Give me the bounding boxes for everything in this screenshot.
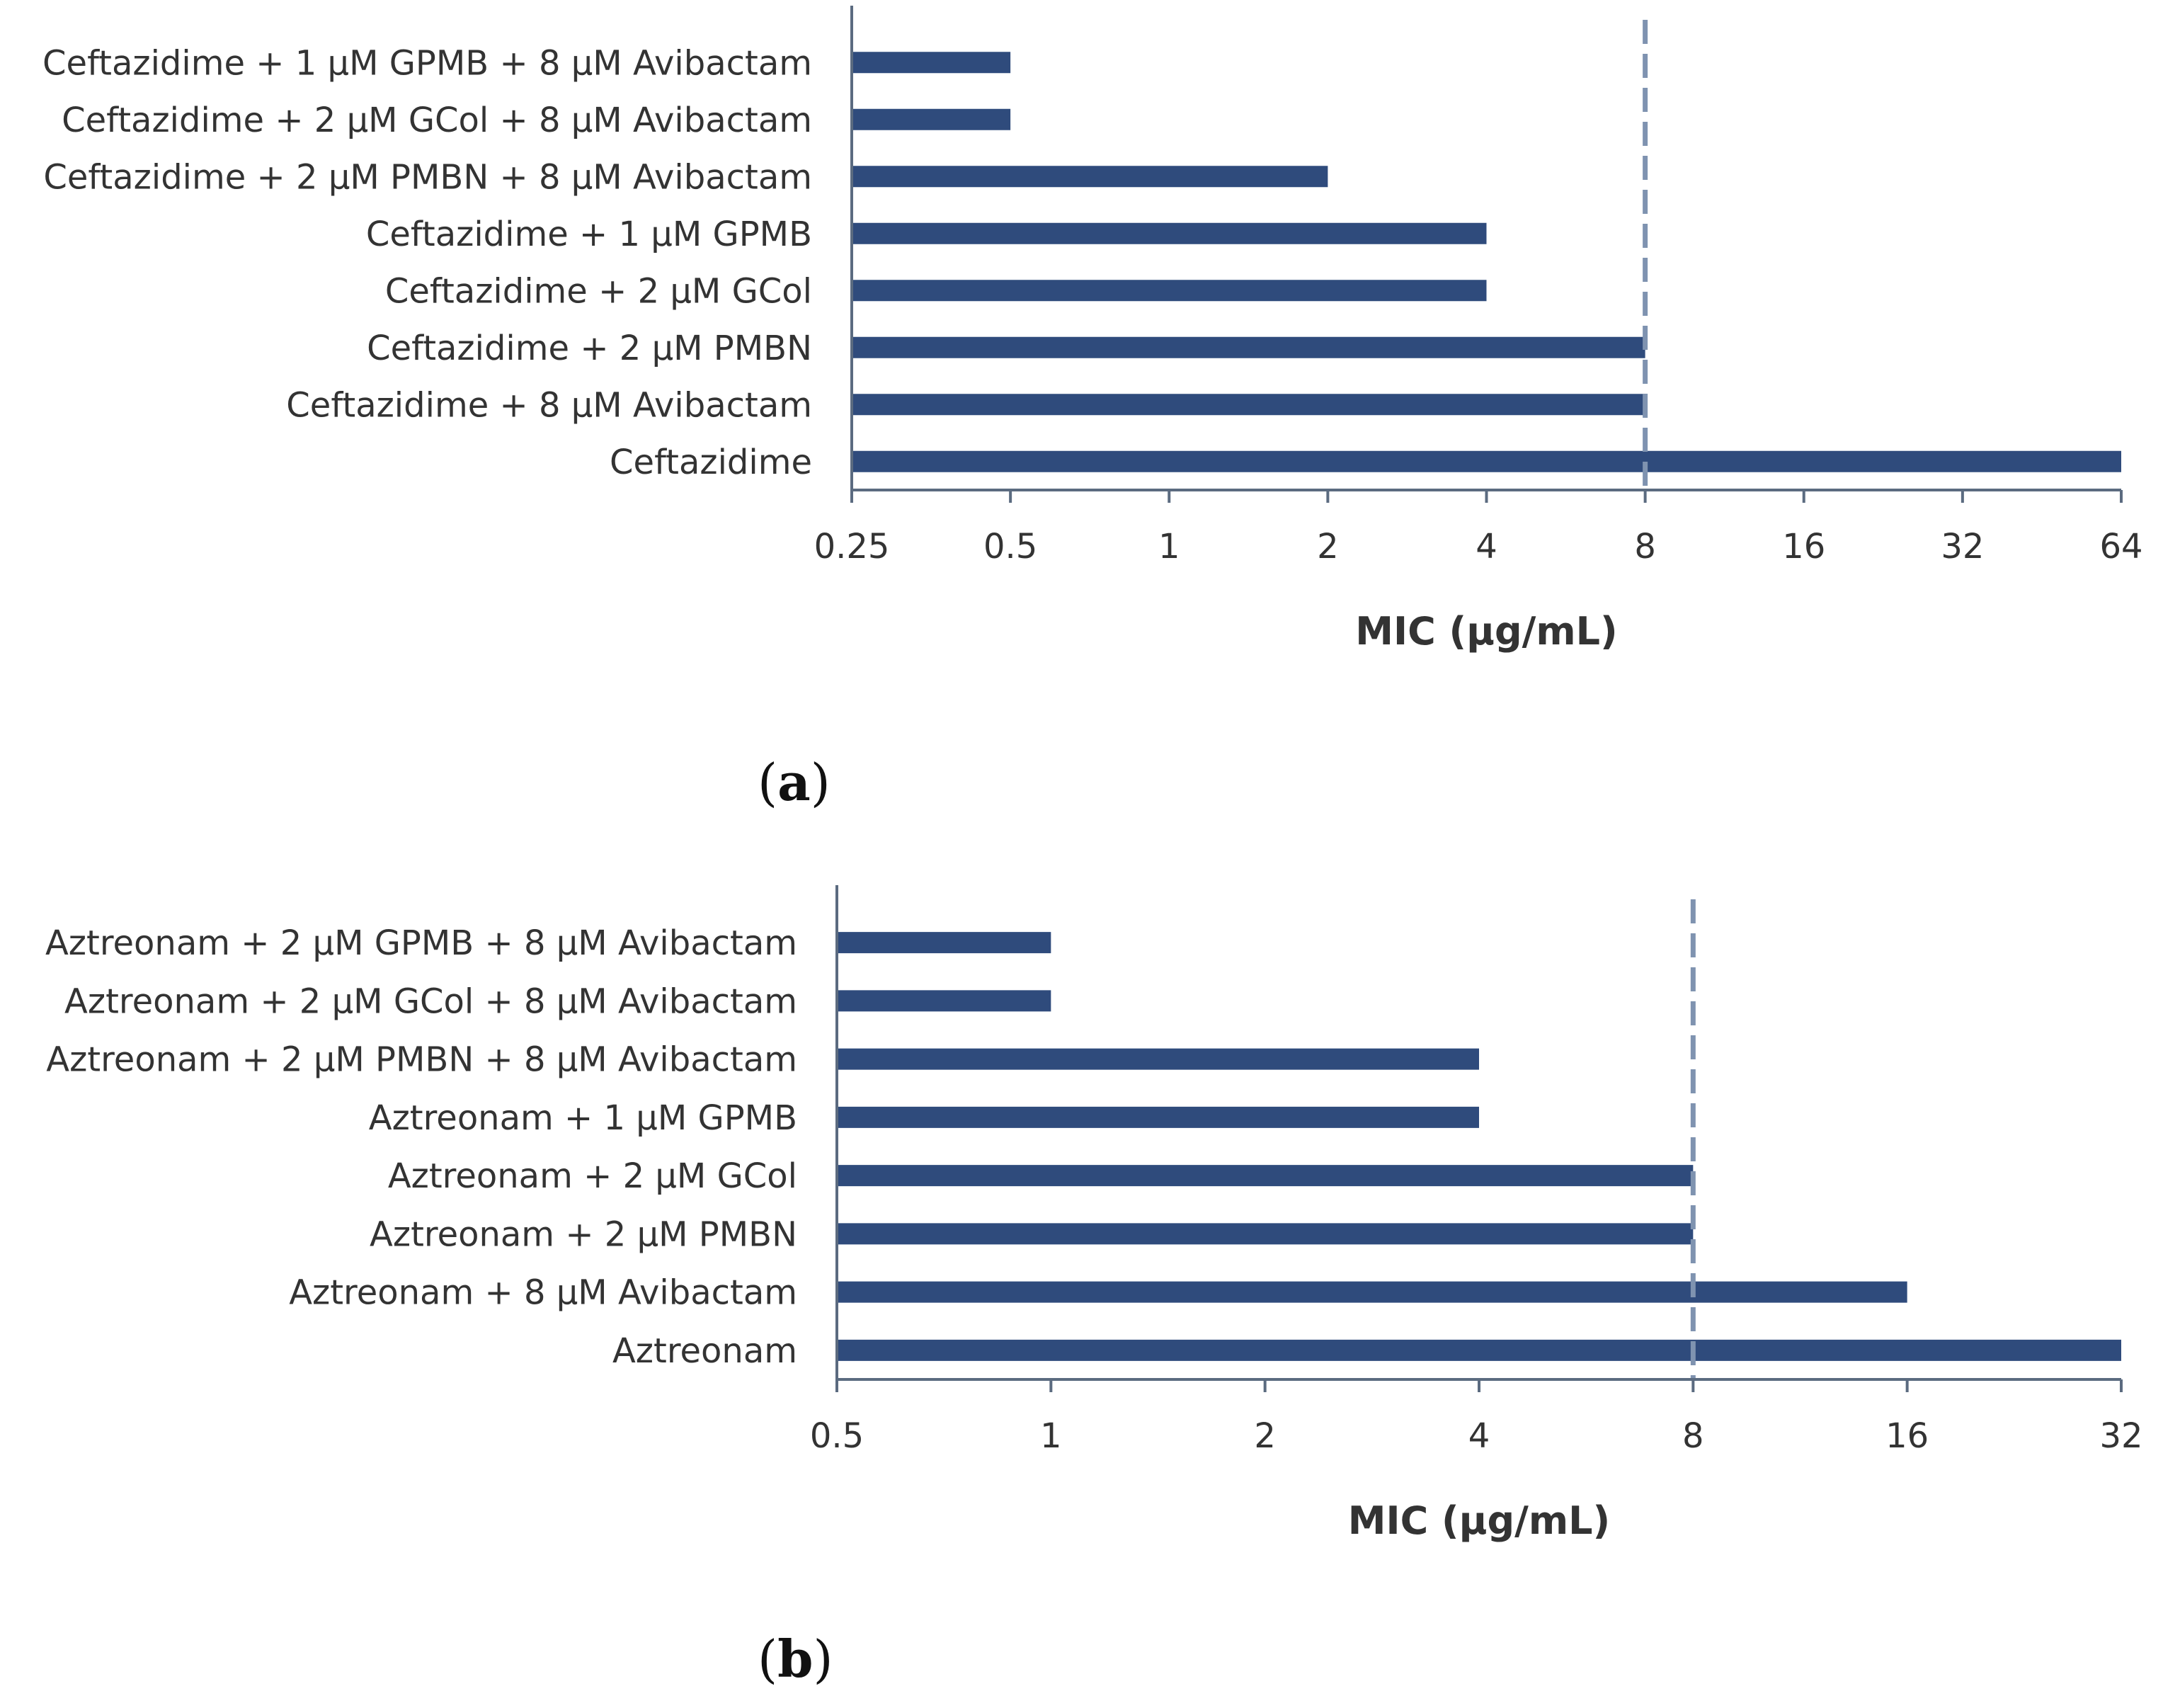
bar-7 [837,1281,1907,1303]
bar-8 [852,450,2121,472]
category-label-1: Aztreonam + 2 µM GPMB + 8 µM Avibactam [45,923,797,963]
category-label-5: Aztreonam + 2 µM GCol [388,1156,797,1196]
bar-5 [837,1165,1694,1187]
panel-label-a: (a) [758,752,831,812]
bar-2 [852,108,1011,130]
bar-3 [837,1048,1479,1070]
x-axis-title: MIC (µg/mL) [1355,609,1617,654]
chart-b-plot: Aztreonam + 2 µM GPMB + 8 µM Avibactam Az… [45,885,2143,1543]
bar-6 [837,1223,1694,1245]
bar-7 [852,394,1645,416]
category-label-8: Aztreonam [612,1331,797,1371]
category-label-3: Aztreonam + 2 µM PMBN + 8 µM Avibactam [46,1040,797,1080]
bar-6 [852,336,1645,358]
x-tick-label-5: 4 [1476,527,1497,567]
x-tick-label-6: 16 [1885,1416,1929,1456]
category-label-2: Aztreonam + 2 µM GCol + 8 µM Avibactam [64,981,797,1021]
bar-2 [837,990,1051,1012]
x-tick-label-8: 32 [1941,527,1984,567]
x-tick-label-4: 2 [1317,527,1339,567]
x-tick-label-3: 1 [1158,527,1180,567]
bar-1 [837,932,1051,954]
x-tick-label-2: 0.5 [983,527,1037,567]
bar-8 [837,1339,2121,1361]
category-label-4: Ceftazidime + 1 µM GPMB [366,215,812,254]
category-label-1: Ceftazidime + 1 µM GPMB + 8 µM Avibactam [42,43,812,83]
x-tick-label-5: 8 [1682,1416,1704,1456]
x-tick-label-7: 32 [2099,1416,2142,1456]
x-tick-label-2: 1 [1040,1416,1062,1456]
bar-3 [852,166,1328,188]
category-label-7: Ceftazidime + 8 µM Avibactam [286,385,812,425]
category-label-7: Aztreonam + 8 µM Avibactam [289,1273,797,1313]
chart-panel-a: Ceftazidime + 1 µM GPMB + 8 µM Avibactam… [0,0,2163,836]
x-axis-title: MIC (µg/mL) [1348,1498,1610,1543]
bar-5 [852,280,1487,302]
category-label-2: Ceftazidime + 2 µM GCol + 8 µM Avibactam [62,101,812,140]
bar-1 [852,52,1011,74]
category-label-8: Ceftazidime [610,443,812,482]
category-label-6: Aztreonam + 2 µM PMBN [370,1214,797,1254]
x-tick-label-1: 0.5 [810,1416,864,1456]
panel-label-b: (b) [758,1629,833,1689]
x-tick-label-7: 16 [1782,527,1825,567]
bar-4 [852,222,1487,244]
bar-4 [837,1106,1479,1128]
chart-panel-b: Aztreonam + 2 µM GPMB + 8 µM Avibactam Az… [0,878,2163,1708]
category-label-3: Ceftazidime + 2 µM PMBN + 8 µM Avibactam [43,157,812,197]
x-tick-label-9: 64 [2099,527,2142,567]
category-label-6: Ceftazidime + 2 µM PMBN [367,329,812,368]
category-label-4: Aztreonam + 1 µM GPMB [369,1098,797,1138]
category-label-5: Ceftazidime + 2 µM GCol [385,271,812,311]
chart-a-plot: Ceftazidime + 1 µM GPMB + 8 µM Avibactam… [42,6,2143,654]
x-tick-label-4: 4 [1468,1416,1490,1456]
x-tick-label-3: 2 [1254,1416,1276,1456]
x-tick-label-6: 8 [1634,527,1656,567]
x-tick-label-1: 0.25 [814,527,890,567]
